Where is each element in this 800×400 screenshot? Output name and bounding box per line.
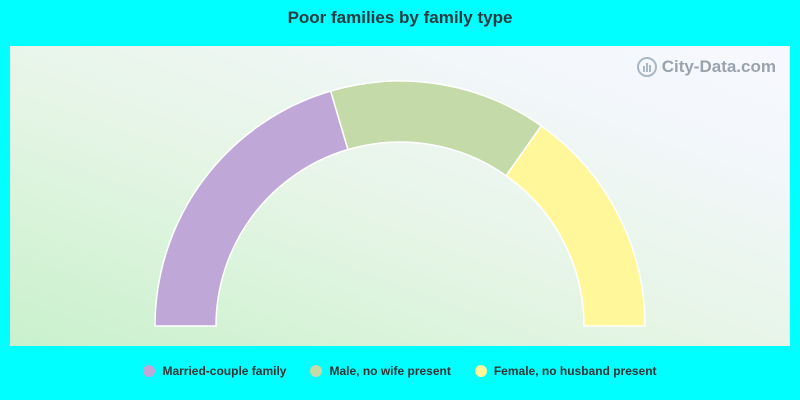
legend-label: Married-couple family xyxy=(162,364,287,378)
chart-title: Poor families by family type xyxy=(287,8,513,27)
legend: Married-couple family Male, no wife prese… xyxy=(0,364,800,378)
legend-swatch xyxy=(143,365,156,377)
watermark-text: City-Data.com xyxy=(661,57,776,76)
donut-segment-2[interactable] xyxy=(329,80,543,177)
legend-label: Male, no wife present xyxy=(329,364,451,378)
watermark: City-Data.com xyxy=(636,56,776,78)
legend-item-1[interactable]: Married-couple family xyxy=(143,364,286,378)
legend-label: Female, no husband present xyxy=(493,364,657,378)
donut-segment-3[interactable] xyxy=(505,124,646,327)
legend-item-3[interactable]: Female, no husband present xyxy=(474,364,657,378)
legend-swatch xyxy=(310,365,323,377)
city-data-logo-icon xyxy=(636,57,657,77)
legend-item-2[interactable]: Male, no wife present xyxy=(310,364,451,378)
legend-swatch xyxy=(474,365,487,377)
donut-segment-1[interactable] xyxy=(154,90,349,327)
